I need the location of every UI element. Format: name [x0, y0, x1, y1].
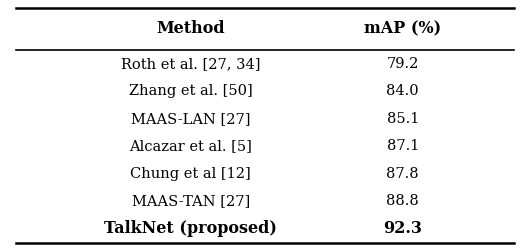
Text: 92.3: 92.3	[383, 220, 422, 237]
Text: Chung et al [12]: Chung et al [12]	[130, 167, 251, 181]
Text: Zhang et al. [50]: Zhang et al. [50]	[129, 84, 253, 98]
Text: MAAS-LAN [27]: MAAS-LAN [27]	[131, 112, 251, 126]
Text: TalkNet (proposed): TalkNet (proposed)	[104, 220, 277, 237]
Text: 84.0: 84.0	[386, 84, 419, 98]
Text: MAAS-TAN [27]: MAAS-TAN [27]	[131, 194, 250, 208]
Text: 87.1: 87.1	[386, 139, 419, 153]
Text: 88.8: 88.8	[386, 194, 419, 208]
Text: 79.2: 79.2	[386, 57, 419, 71]
Text: Roth et al. [27, 34]: Roth et al. [27, 34]	[121, 57, 261, 71]
Text: 85.1: 85.1	[386, 112, 419, 126]
Text: Method: Method	[156, 20, 225, 37]
Text: Alcazar et al. [5]: Alcazar et al. [5]	[129, 139, 252, 153]
Text: mAP (%): mAP (%)	[364, 20, 441, 37]
Text: 87.8: 87.8	[386, 167, 419, 181]
